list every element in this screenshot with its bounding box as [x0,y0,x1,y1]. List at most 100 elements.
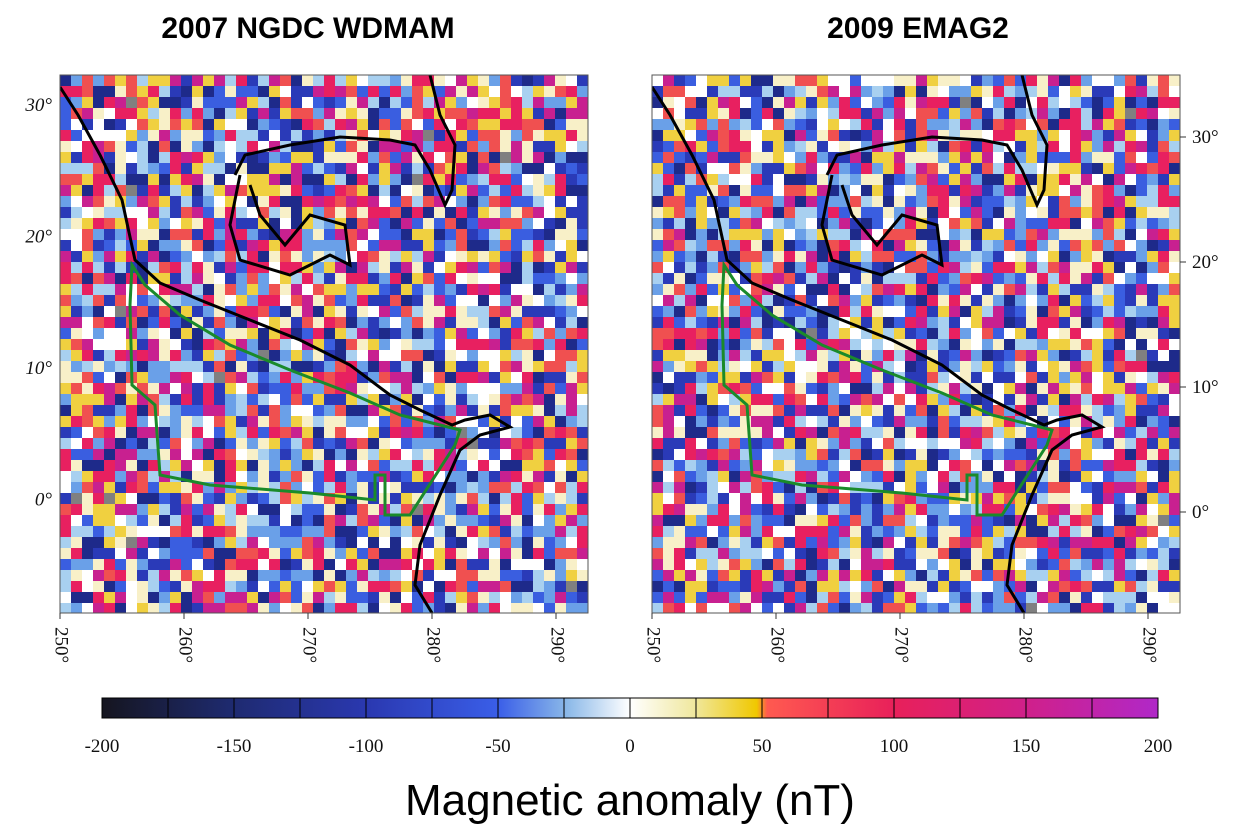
anomaly-cell [126,581,138,593]
anomaly-cell [357,581,369,593]
anomaly-cell [258,251,270,263]
anomaly-cell [894,559,906,571]
anomaly-cell [1015,75,1027,87]
anomaly-cell [993,119,1005,131]
anomaly-cell [390,108,402,120]
anomaly-cell [566,251,578,263]
anomaly-cell [434,130,446,142]
anomaly-cell [236,240,248,252]
anomaly-cell [214,339,226,351]
anomaly-cell [170,482,182,494]
anomaly-cell [269,152,281,164]
anomaly-cell [115,207,127,219]
anomaly-cell [1103,339,1115,351]
anomaly-cell [1114,570,1126,582]
anomaly-cell [148,416,160,428]
anomaly-cell [324,559,336,571]
anomaly-cell [115,295,127,307]
anomaly-cell [1125,152,1137,164]
anomaly-cell [1059,75,1071,87]
anomaly-cell [784,75,796,87]
anomaly-cell [192,416,204,428]
anomaly-cell [1147,196,1159,208]
anomaly-cell [762,141,774,153]
anomaly-cell [1092,207,1104,219]
anomaly-cell [170,196,182,208]
anomaly-cell [445,504,457,516]
anomaly-cell [861,603,873,613]
anomaly-cell [511,559,523,571]
anomaly-cell [1136,207,1148,219]
anomaly-cell [467,471,479,483]
anomaly-cell [718,75,730,87]
anomaly-cell [159,427,171,439]
anomaly-cell [993,108,1005,120]
anomaly-cell [291,504,303,516]
anomaly-cell [894,438,906,450]
anomaly-cell [960,361,972,373]
anomaly-cell [1136,394,1148,406]
anomaly-cell [423,229,435,241]
anomaly-cell [280,251,292,263]
anomaly-cell [137,75,149,87]
anomaly-cell [949,339,961,351]
anomaly-cell [467,328,479,340]
anomaly-cell [1026,196,1038,208]
anomaly-cell [872,229,884,241]
anomaly-cell [181,394,193,406]
anomaly-cell [126,75,138,87]
anomaly-cell [729,317,741,329]
anomaly-cell [82,119,94,131]
anomaly-cell [938,460,950,472]
anomaly-cell [236,372,248,384]
anomaly-cell [236,262,248,274]
anomaly-cell [368,119,380,131]
anomaly-cell [905,416,917,428]
anomaly-cell [663,229,675,241]
anomaly-cell [1004,251,1016,263]
anomaly-cell [126,218,138,230]
anomaly-cell [850,427,862,439]
anomaly-cell [773,427,785,439]
anomaly-cell [685,537,697,549]
anomaly-cell [434,306,446,318]
anomaly-cell [1103,460,1115,472]
anomaly-cell [379,295,391,307]
anomaly-cell [718,119,730,131]
anomaly-cell [500,372,512,384]
anomaly-cell [1015,581,1027,593]
anomaly-cell [652,185,664,197]
anomaly-cell [115,493,127,505]
anomaly-cell [445,559,457,571]
anomaly-cell [313,119,325,131]
anomaly-cell [412,229,424,241]
anomaly-cell [685,163,697,175]
anomaly-cell [674,504,686,516]
anomaly-cell [839,306,851,318]
anomaly-cell [203,284,215,296]
anomaly-cell [795,537,807,549]
anomaly-cell [1114,427,1126,439]
anomaly-cell [115,262,127,274]
anomaly-cell [685,339,697,351]
anomaly-cell [478,603,490,613]
anomaly-cell [993,493,1005,505]
anomaly-cell [993,97,1005,109]
anomaly-cell [1026,548,1038,560]
anomaly-cell [258,328,270,340]
anomaly-cell [489,229,501,241]
anomaly-cell [872,559,884,571]
anomaly-cell [566,504,578,516]
anomaly-cell [1158,141,1170,153]
anomaly-cell [872,350,884,362]
anomaly-cell [445,537,457,549]
anomaly-cell [302,504,314,516]
anomaly-cell [412,130,424,142]
anomaly-cell [1158,559,1170,571]
anomaly-cell [828,141,840,153]
anomaly-cell [1158,317,1170,329]
anomaly-cell [357,196,369,208]
anomaly-cell [269,372,281,384]
anomaly-cell [1158,207,1170,219]
anomaly-cell [762,339,774,351]
